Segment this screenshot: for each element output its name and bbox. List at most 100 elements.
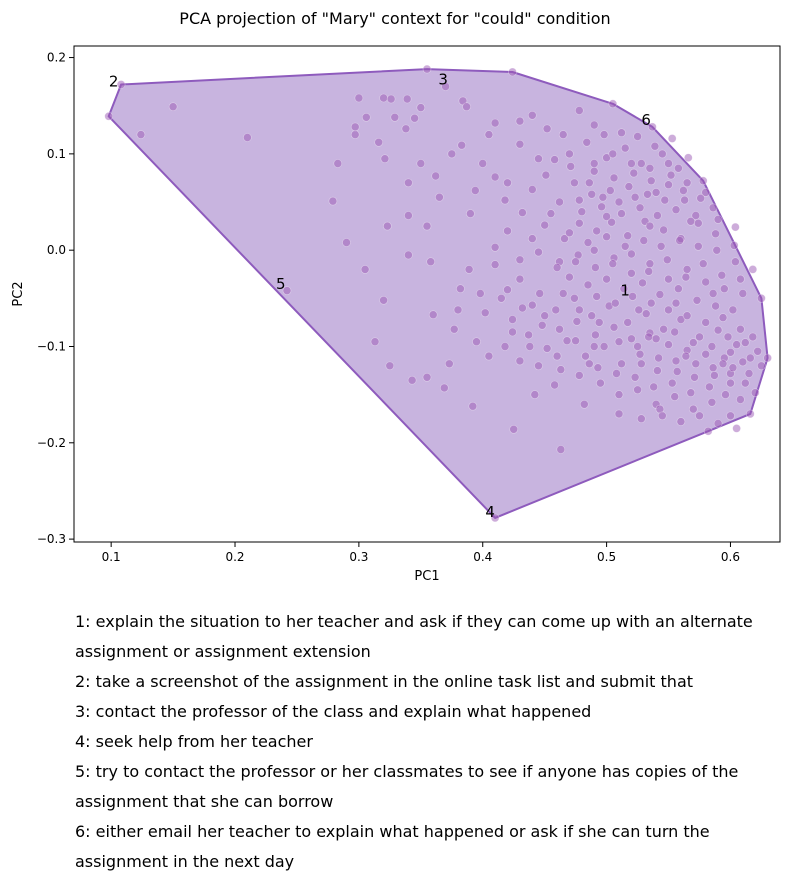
- scatter-point: [731, 257, 740, 267]
- scatter-point: [515, 356, 525, 366]
- scatter-point: [701, 318, 711, 327]
- scatter-point: [556, 445, 566, 454]
- scatter-point: [468, 401, 478, 411]
- scatter-point: [636, 359, 646, 369]
- scatter-point: [552, 351, 562, 361]
- scatter-point: [584, 359, 594, 369]
- scatter-point: [707, 342, 717, 351]
- plot-area: 1 2 3 4 5 6: [104, 64, 772, 523]
- scatter-point: [712, 245, 722, 255]
- scatter-point: [680, 195, 689, 205]
- scatter-point: [763, 353, 772, 363]
- scatter-point: [602, 274, 611, 284]
- scatter-point: [671, 356, 681, 366]
- scatter-point: [682, 265, 692, 274]
- scatter-point: [757, 361, 766, 371]
- scatter-point: [646, 176, 656, 186]
- scatter-point: [633, 385, 642, 395]
- scatter-point: [470, 186, 480, 195]
- scatter-point: [525, 342, 535, 351]
- response-legend: 1: explain the situation to her teacher …: [75, 607, 765, 877]
- scatter-point: [629, 168, 639, 178]
- scatter-point: [693, 218, 703, 228]
- scatter-point: [500, 195, 510, 205]
- scatter-point: [745, 353, 755, 363]
- scatter-point: [614, 390, 624, 399]
- scatter-point: [328, 196, 338, 206]
- scatter-point: [572, 317, 582, 326]
- scatter-point: [645, 164, 655, 173]
- scatter-point: [490, 118, 500, 128]
- scatter-point: [659, 324, 668, 334]
- scatter-point: [524, 330, 533, 340]
- scatter-point: [574, 371, 584, 380]
- scatter-point: [534, 154, 543, 163]
- scatter-point: [664, 159, 673, 168]
- scatter-point: [681, 351, 691, 361]
- scatter-point: [591, 263, 600, 272]
- scatter-point: [558, 289, 568, 298]
- scatter-point: [676, 417, 686, 426]
- scatter-point: [670, 327, 680, 337]
- scatter-point: [518, 208, 527, 217]
- scatter-point: [577, 207, 587, 216]
- scatter-point: [566, 162, 576, 171]
- scatter-point: [466, 209, 475, 218]
- scatter-point: [602, 232, 611, 241]
- scatter-point: [379, 295, 388, 305]
- scatter-point: [718, 313, 728, 322]
- scatter-point: [757, 293, 766, 303]
- scatter-point: [589, 245, 599, 255]
- scatter-point: [500, 342, 510, 351]
- scatter-point: [556, 365, 566, 374]
- scatter-point: [736, 395, 745, 404]
- scatter-point: [608, 149, 618, 159]
- scatter-point: [688, 338, 698, 347]
- scatter-point: [583, 238, 593, 247]
- scatter-point: [565, 228, 574, 238]
- scatter-point: [627, 268, 636, 278]
- scatter-point: [656, 242, 666, 251]
- scatter-point: [584, 178, 594, 188]
- scatter-point: [458, 96, 468, 106]
- scatter-point: [350, 130, 360, 139]
- legend-item-1: 1: explain the situation to her teacher …: [75, 612, 753, 661]
- scatter-point: [645, 259, 655, 269]
- scatter-point: [717, 270, 727, 280]
- scatter-point: [444, 359, 454, 369]
- scatter-point: [657, 149, 667, 159]
- scatter-point: [744, 369, 754, 378]
- scatter-point: [740, 338, 750, 347]
- scatter-point: [683, 153, 693, 162]
- scatter-point: [674, 164, 683, 173]
- scatter-point: [565, 149, 574, 159]
- x-tick-label: 0.6: [721, 550, 740, 564]
- scatter-point: [645, 221, 655, 231]
- scatter-point: [410, 113, 419, 123]
- scatter-point: [282, 286, 292, 295]
- scatter-point: [664, 340, 673, 349]
- scatter-point: [582, 138, 592, 147]
- scatter-point: [738, 289, 748, 298]
- scatter-point: [726, 347, 735, 357]
- scatter-point: [648, 122, 657, 132]
- scatter-point: [565, 272, 574, 282]
- scatter-point: [612, 369, 621, 378]
- scatter-point: [636, 414, 646, 424]
- scatter-point: [657, 411, 667, 421]
- scatter-point: [627, 159, 636, 168]
- y-tick-label: 0.2: [47, 51, 66, 65]
- scatter-point: [643, 190, 652, 199]
- scatter-point: [614, 409, 624, 419]
- scatter-point: [620, 143, 630, 153]
- scatter-point: [354, 93, 364, 103]
- scatter-point: [484, 130, 494, 139]
- scatter-point: [736, 274, 745, 284]
- scatter-point: [649, 382, 659, 392]
- scatter-point: [540, 311, 550, 321]
- scatter-point: [597, 202, 606, 212]
- scatter-point: [609, 322, 619, 332]
- scatter-point: [435, 192, 444, 202]
- scatter-point: [350, 122, 360, 132]
- scatter-point: [662, 255, 672, 265]
